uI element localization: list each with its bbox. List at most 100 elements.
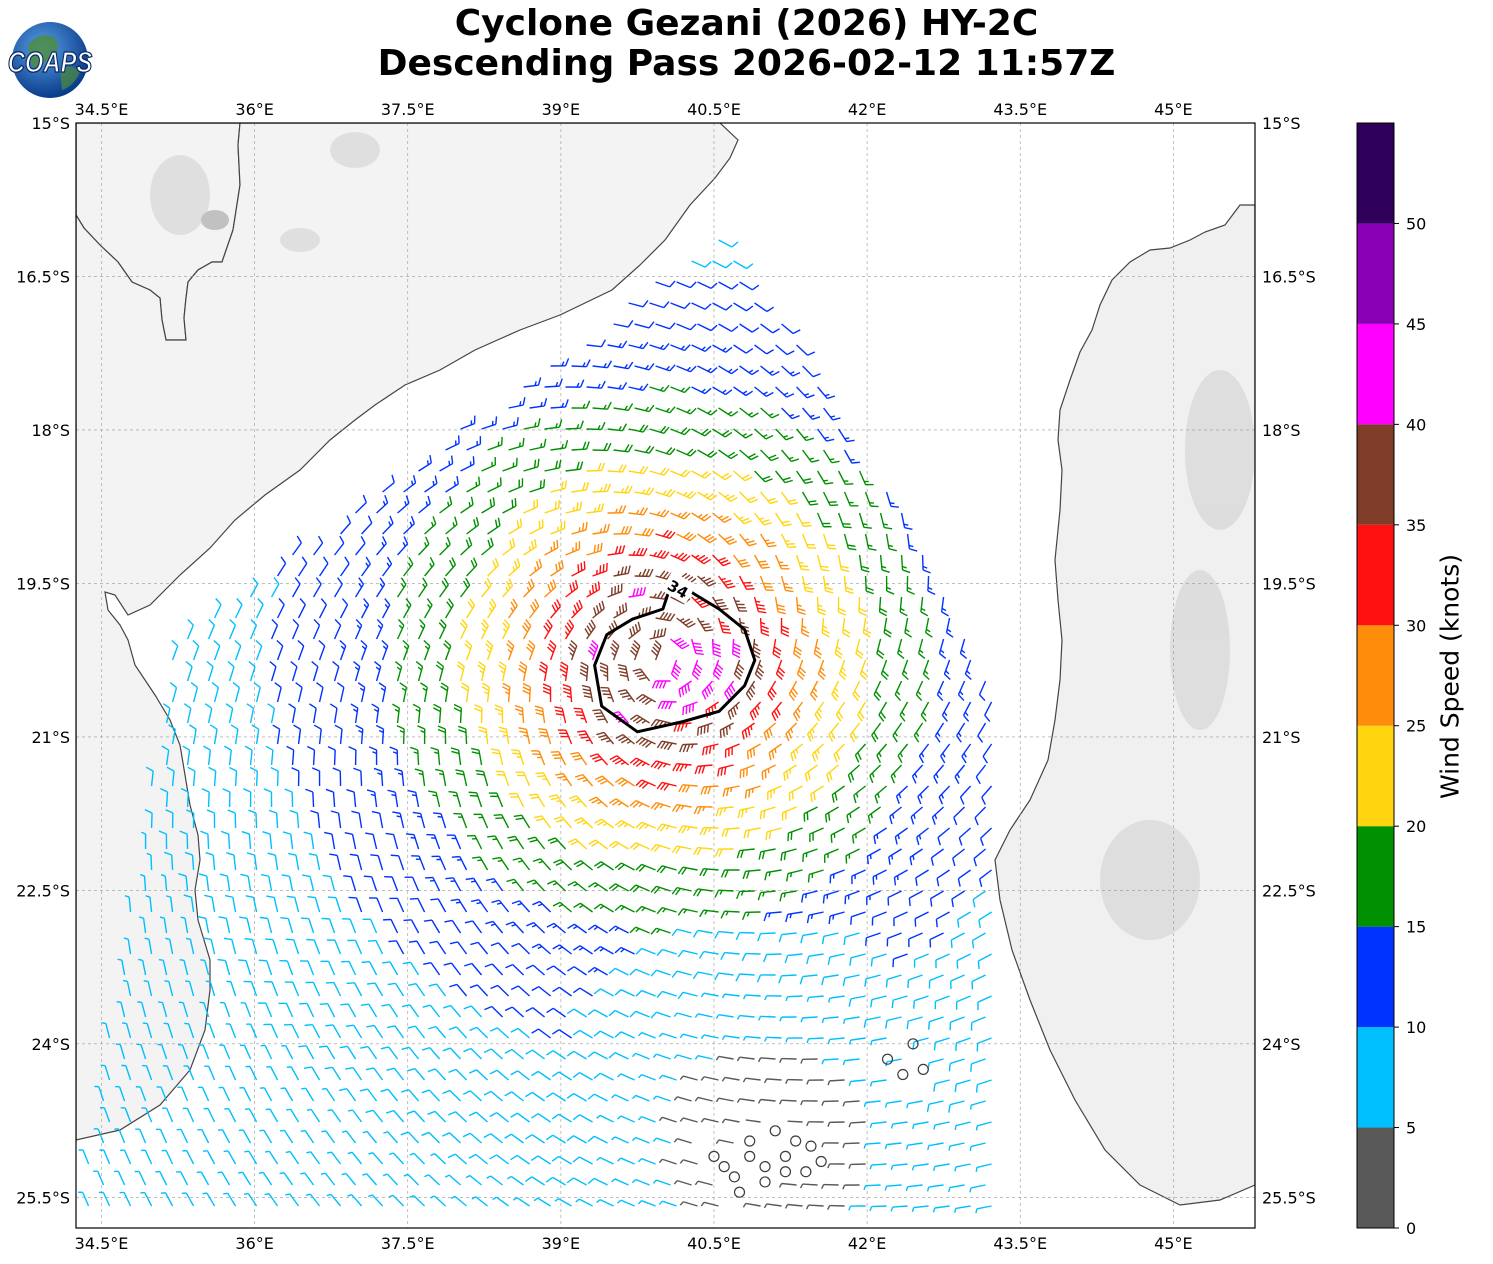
wind-barb: [361, 515, 373, 535]
wind-barb: [346, 982, 363, 997]
wind-barb: [324, 831, 336, 850]
wind-barb: [617, 1157, 635, 1165]
wind-barb: [160, 873, 168, 892]
wind-barb: [609, 755, 630, 766]
wind-barb: [617, 689, 636, 703]
wind-barb: [822, 533, 837, 550]
wind-barb: [656, 948, 677, 957]
colorbar-tick-label: 35: [1406, 516, 1426, 535]
calm-circle: [769, 1125, 781, 1137]
wind-barb: [510, 985, 531, 997]
wind-barb: [508, 478, 524, 493]
wind-barb: [593, 988, 614, 997]
wind-barb: [697, 449, 718, 458]
wind-barb: [388, 1152, 405, 1165]
wind-barb: [494, 704, 504, 724]
wind-barb: [137, 1001, 147, 1018]
wind-barb: [906, 575, 915, 595]
wind-barb: [341, 1172, 357, 1186]
wind-barb: [931, 806, 945, 825]
wind-barb: [565, 379, 585, 388]
wind-barb: [306, 1108, 321, 1123]
wind-barb: [760, 323, 780, 334]
wind-barb: [800, 1100, 818, 1106]
wind-barb: [200, 959, 210, 976]
wind-barb: [396, 724, 405, 745]
wind-barb: [182, 1149, 195, 1165]
wind-barb: [411, 855, 426, 871]
wind-barb: [733, 554, 751, 568]
wind-barb: [781, 365, 801, 377]
wind-barb: [908, 890, 923, 907]
wind-barb: [144, 937, 153, 955]
wind-barb: [615, 733, 636, 745]
lon-tick-label-top: 36°E: [235, 100, 273, 119]
wind-barb: [801, 491, 819, 506]
wind-barb: [113, 1170, 126, 1186]
lon-tick-label-bottom: 39°E: [542, 1234, 580, 1253]
wind-barb: [241, 830, 252, 850]
wind-barb: [360, 639, 368, 661]
wind-barb: [890, 1163, 908, 1171]
wind-barb: [302, 874, 315, 892]
wind-barb: [804, 764, 818, 782]
wind-barb: [546, 1007, 566, 1018]
wind-barb: [399, 682, 408, 703]
wind-barb: [159, 916, 168, 934]
wind-barb: [533, 815, 552, 829]
wind-barb: [676, 281, 697, 289]
wind-barb: [961, 743, 972, 764]
wind-barb: [780, 533, 797, 549]
wind-barb: [629, 842, 650, 851]
colorbar-tick-label: 25: [1406, 717, 1426, 736]
wind-barb: [739, 491, 758, 504]
wind-barb: [715, 806, 734, 817]
wind-barb: [796, 659, 807, 681]
wind-barb: [198, 873, 210, 892]
wind-barb: [248, 809, 258, 829]
wind-barb: [484, 1005, 504, 1018]
wind-barb: [562, 683, 573, 703]
wind-barb: [184, 1022, 195, 1039]
wind-barb: [265, 1108, 279, 1123]
wind-barb: [763, 1203, 782, 1209]
wind-barb: [381, 1003, 399, 1018]
wind-barb: [490, 984, 510, 997]
lon-tick-label-bottom: 40.5°E: [687, 1234, 741, 1253]
wind-barb: [941, 701, 951, 722]
wind-barb: [763, 953, 782, 963]
wind-barb: [177, 1043, 189, 1060]
wind-barb: [226, 980, 237, 997]
wind-barb: [913, 953, 929, 968]
wind-barb: [859, 659, 868, 681]
wind-barb: [367, 939, 384, 955]
wind-barb: [694, 1054, 713, 1060]
wind-barb: [312, 577, 322, 598]
wind-barb: [435, 768, 447, 787]
wind-barb: [837, 554, 850, 573]
wind-barb: [418, 495, 431, 514]
wind-barb: [344, 832, 357, 850]
wind-barb: [526, 879, 546, 892]
wind-barb: [735, 973, 755, 982]
wind-barb: [970, 1058, 986, 1072]
wind-barb: [700, 992, 719, 998]
wind-barb: [481, 537, 494, 556]
wind-barb: [679, 1117, 698, 1123]
gale-force-contour: 34: [593, 571, 757, 734]
wind-barb: [821, 932, 839, 945]
wind-barb: [523, 499, 539, 514]
wind-barb: [786, 869, 803, 882]
wind-barb: [367, 982, 384, 997]
wind-barb: [197, 1086, 210, 1102]
wind-barb: [701, 680, 714, 700]
wind-barb: [224, 1065, 237, 1081]
wind-barb: [849, 953, 866, 966]
wind-barb: [854, 743, 867, 763]
wind-barb: [227, 809, 237, 829]
lon-tick-label-bottom: 36°E: [235, 1234, 273, 1253]
wind-barb: [402, 639, 410, 661]
wind-barb: [608, 798, 629, 808]
wind-barb: [321, 1087, 336, 1102]
lon-tick-label-top: 39°E: [542, 100, 580, 119]
